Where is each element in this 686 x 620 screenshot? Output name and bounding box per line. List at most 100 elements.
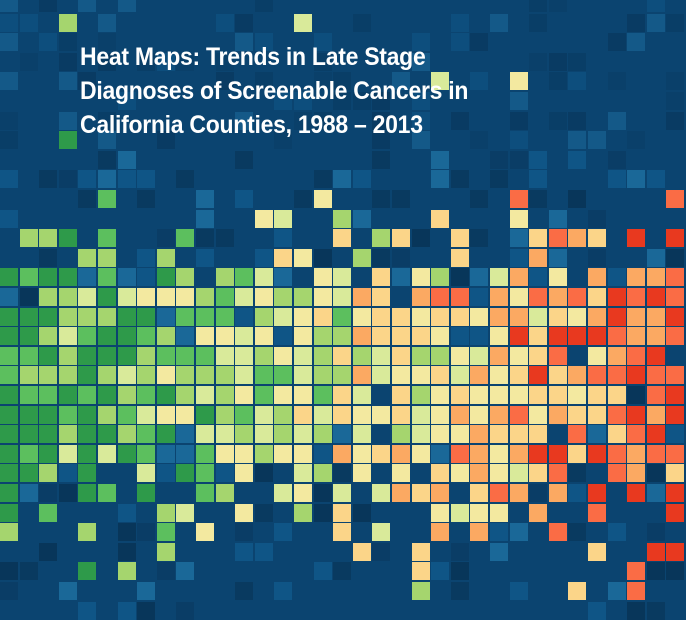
- heatmap-cell: [313, 72, 332, 91]
- heatmap-cell: [215, 52, 234, 71]
- heatmap-cell: [98, 268, 116, 287]
- heatmap-cell: [78, 601, 97, 620]
- heatmap-cell: [411, 562, 430, 581]
- heatmap-cell: [588, 288, 606, 306]
- heatmap-cell: [98, 444, 116, 463]
- heatmap-cell: [392, 229, 410, 248]
- heatmap-cell: [58, 366, 77, 385]
- heatmap-cell: [0, 444, 18, 463]
- heatmap-cell: [450, 503, 469, 522]
- heatmap-cell: [411, 425, 430, 444]
- heatmap-cell: [470, 464, 489, 483]
- heatmap-cell: [98, 52, 116, 71]
- heatmap-cell: [254, 346, 273, 365]
- heatmap-cell: [156, 405, 175, 424]
- heatmap-cell: [78, 562, 97, 581]
- heatmap-cell: [19, 386, 38, 404]
- heatmap-cell: [450, 562, 469, 581]
- heatmap-cell: [39, 327, 58, 346]
- heatmap-cell: [117, 288, 136, 306]
- heatmap-cell: [0, 425, 18, 444]
- heatmap-cell: [509, 425, 528, 444]
- heatmap-cell: [411, 444, 430, 463]
- heatmap-cell: [392, 346, 410, 365]
- heatmap-cell: [215, 366, 234, 385]
- heatmap-cell: [509, 150, 528, 169]
- heatmap-cell: [0, 386, 18, 404]
- heatmap-cell: [333, 229, 352, 248]
- heatmap-cell: [529, 444, 548, 463]
- heatmap-cell: [254, 33, 273, 52]
- heatmap-cell: [254, 307, 273, 326]
- heatmap-cell: [411, 33, 430, 52]
- heatmap-cell: [19, 484, 38, 502]
- heatmap-cell: [646, 425, 665, 444]
- heatmap-cell: [627, 425, 646, 444]
- heatmap-cell: [176, 307, 195, 326]
- heatmap-cell: [470, 444, 489, 463]
- heatmap-cell: [588, 131, 606, 150]
- heatmap-cell: [98, 366, 116, 385]
- heatmap-cell: [431, 444, 450, 463]
- heatmap-cell: [274, 523, 293, 542]
- heatmap-cell: [235, 464, 254, 483]
- heatmap-cell: [19, 346, 38, 365]
- heatmap-cell: [627, 13, 646, 32]
- heatmap-cell: [58, 425, 77, 444]
- heatmap-cell: [156, 366, 175, 385]
- heatmap-cell: [19, 464, 38, 483]
- heatmap-cell: [117, 386, 136, 404]
- heatmap-cell: [490, 307, 508, 326]
- heatmap-cell: [352, 366, 371, 385]
- heatmap-cell: [333, 170, 352, 189]
- heatmap-cell: [39, 229, 58, 248]
- heatmap-cell: [313, 248, 332, 267]
- heatmap-cell: [509, 484, 528, 502]
- heatmap-cell: [646, 464, 665, 483]
- heatmap-cell: [117, 0, 136, 12]
- heatmap-cell: [39, 248, 58, 267]
- heatmap-cell: [235, 327, 254, 346]
- heatmap-cell: [39, 288, 58, 306]
- heatmap-cell: [19, 288, 38, 306]
- heatmap-cell: [490, 464, 508, 483]
- heatmap-cell: [450, 13, 469, 32]
- heatmap-cell: [646, 542, 665, 561]
- heatmap-cell: [352, 425, 371, 444]
- heatmap-cell: [568, 327, 587, 346]
- heatmap-cell: [431, 72, 450, 91]
- heatmap-cell: [666, 229, 685, 248]
- heatmap-cell: [137, 366, 156, 385]
- heatmap-cell: [352, 444, 371, 463]
- heatmap-cell: [333, 72, 352, 91]
- heatmap-cell: [176, 229, 195, 248]
- heatmap-cell: [254, 503, 273, 522]
- heatmap-cell: [607, 307, 626, 326]
- heatmap-cell: [627, 386, 646, 404]
- heatmap-cell: [490, 484, 508, 502]
- heatmap-cell: [450, 288, 469, 306]
- heatmap-cell: [0, 503, 18, 522]
- heatmap-cell: [450, 248, 469, 267]
- heatmap-cell: [215, 425, 234, 444]
- heatmap-cell: [313, 366, 332, 385]
- heatmap-cell: [372, 484, 391, 502]
- heatmap-cell: [313, 288, 332, 306]
- heatmap-cell: [176, 386, 195, 404]
- heatmap-cell: [588, 346, 606, 365]
- heatmap-cell: [0, 288, 18, 306]
- heatmap-cell: [215, 484, 234, 502]
- heatmap-cell: [548, 327, 567, 346]
- heatmap-cell: [274, 405, 293, 424]
- heatmap-cell: [19, 268, 38, 287]
- heatmap-cell: [431, 327, 450, 346]
- heatmap-cell: [137, 170, 156, 189]
- heatmap-cell: [607, 150, 626, 169]
- heatmap-cell: [470, 33, 489, 52]
- heatmap-cell: [392, 72, 410, 91]
- heatmap-cell: [274, 288, 293, 306]
- heatmap-cell: [607, 72, 626, 91]
- heatmap-cell: [58, 464, 77, 483]
- heatmap-cell: [470, 386, 489, 404]
- heatmap-cell: [627, 131, 646, 150]
